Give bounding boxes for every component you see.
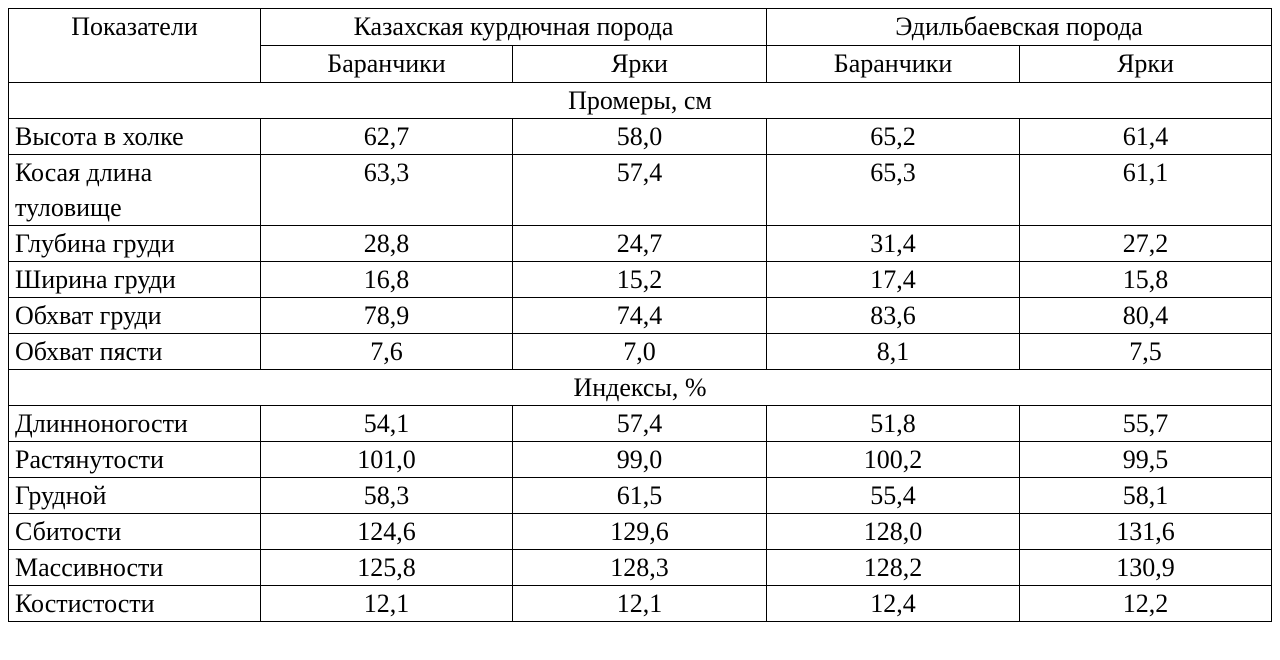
table-cell: 83,6 — [766, 297, 1021, 334]
table-cell: 17,4 — [766, 261, 1021, 298]
subheader-ewes-1: Ярки — [511, 45, 768, 83]
table-cell: 63,3 — [260, 154, 513, 226]
header-indicators: Показатели — [8, 8, 261, 83]
table-cell: 125,8 — [260, 549, 513, 586]
row-label: Ширина груди — [8, 261, 261, 298]
header-row-1: Показатели Казахская курдючная порода Эд… — [8, 8, 1273, 83]
table-row: Длинноногости 54,1 57,4 51,8 55,7 — [8, 405, 1273, 442]
table-cell: 78,9 — [260, 297, 513, 334]
row-label: Обхват пясти — [8, 333, 261, 370]
table-cell: 99,0 — [511, 441, 768, 478]
table-container: Показатели Казахская курдючная порода Эд… — [7, 8, 1273, 622]
table-row: Косая длина туловище 63,3 57,4 65,3 61,1 — [8, 154, 1273, 226]
subheader-ewes-2: Ярки — [1019, 45, 1273, 83]
table-row: Ширина груди 16,8 15,2 17,4 15,8 — [8, 261, 1273, 298]
row-label: Грудной — [8, 477, 261, 514]
table-cell: 61,1 — [1019, 154, 1273, 226]
row-label: Массивности — [8, 549, 261, 586]
table-cell: 57,4 — [511, 405, 768, 442]
table-cell: 31,4 — [766, 225, 1021, 262]
table-row: Сбитости 124,6 129,6 128,0 131,6 — [8, 513, 1273, 550]
table-cell: 65,2 — [766, 118, 1021, 155]
table-cell: 80,4 — [1019, 297, 1273, 334]
table-cell: 100,2 — [766, 441, 1021, 478]
table-cell: 7,0 — [511, 333, 768, 370]
row-label: Длинноногости — [8, 405, 261, 442]
table-cell: 129,6 — [511, 513, 768, 550]
table-cell: 55,7 — [1019, 405, 1273, 442]
table-cell: 65,3 — [766, 154, 1021, 226]
table-cell: 128,0 — [766, 513, 1021, 550]
table-cell: 58,0 — [511, 118, 768, 155]
table-row: Растянутости 101,0 99,0 100,2 99,5 — [8, 441, 1273, 478]
section-title-measurements: Промеры, см — [7, 82, 1273, 119]
table-cell: 101,0 — [260, 441, 513, 478]
row-label: Костистости — [8, 585, 261, 622]
table-row: Костистости 12,1 12,1 12,4 12,2 — [8, 585, 1273, 622]
table-row: Высота в холке 62,7 58,0 65,2 61,4 — [8, 118, 1273, 155]
table-row: Глубина груди 28,8 24,7 31,4 27,2 — [8, 225, 1273, 262]
header-breed-edilbaev: Эдильбаевская порода — [766, 8, 1273, 46]
table-cell: 131,6 — [1019, 513, 1273, 550]
table-cell: 58,3 — [260, 477, 513, 514]
table-cell: 124,6 — [260, 513, 513, 550]
table-cell: 128,2 — [766, 549, 1021, 586]
row-label: Высота в холке — [8, 118, 261, 155]
table-cell: 51,8 — [766, 405, 1021, 442]
table-cell: 54,1 — [260, 405, 513, 442]
row-label: Растянутости — [8, 441, 261, 478]
header-breed-kazakh: Казахская курдючная порода — [259, 8, 768, 46]
table-cell: 55,4 — [766, 477, 1021, 514]
row-label: Сбитости — [8, 513, 261, 550]
table-cell: 74,4 — [511, 297, 768, 334]
table-cell: 61,4 — [1019, 118, 1273, 155]
table-cell: 58,1 — [1019, 477, 1273, 514]
subheader-rams-2: Баранчики — [766, 45, 1021, 83]
table-cell: 15,2 — [511, 261, 768, 298]
section-title-indices: Индексы, % — [7, 369, 1273, 406]
table-cell: 8,1 — [766, 333, 1021, 370]
table-cell: 12,1 — [511, 585, 768, 622]
table-row: Грудной 58,3 61,5 55,4 58,1 — [8, 477, 1273, 514]
table-cell: 27,2 — [1019, 225, 1273, 262]
table-cell: 12,2 — [1019, 585, 1273, 622]
table-cell: 7,5 — [1019, 333, 1273, 370]
section-row: Промеры, см — [7, 82, 1273, 119]
table-cell: 62,7 — [260, 118, 513, 155]
section-row: Индексы, % — [7, 369, 1273, 406]
table-row: Массивности 125,8 128,3 128,2 130,9 — [8, 549, 1273, 586]
row-label: Глубина груди — [8, 225, 261, 262]
row-label: Обхват груди — [8, 297, 261, 334]
table-row: Обхват груди 78,9 74,4 83,6 80,4 — [8, 297, 1273, 334]
table-row: Обхват пясти 7,6 7,0 8,1 7,5 — [8, 333, 1273, 370]
data-table: Показатели Казахская курдючная порода Эд… — [7, 8, 1273, 622]
table-cell: 24,7 — [511, 225, 768, 262]
table-cell: 7,6 — [260, 333, 513, 370]
table-cell: 16,8 — [260, 261, 513, 298]
table-cell: 57,4 — [511, 154, 768, 226]
table-cell: 12,4 — [766, 585, 1021, 622]
table-cell: 15,8 — [1019, 261, 1273, 298]
table-cell: 12,1 — [260, 585, 513, 622]
table-cell: 130,9 — [1019, 549, 1273, 586]
row-label: Косая длина туловище — [8, 154, 261, 226]
table-cell: 61,5 — [511, 477, 768, 514]
table-cell: 28,8 — [260, 225, 513, 262]
subheader-rams-1: Баранчики — [260, 45, 513, 83]
table-cell: 99,5 — [1019, 441, 1273, 478]
table-cell: 128,3 — [511, 549, 768, 586]
